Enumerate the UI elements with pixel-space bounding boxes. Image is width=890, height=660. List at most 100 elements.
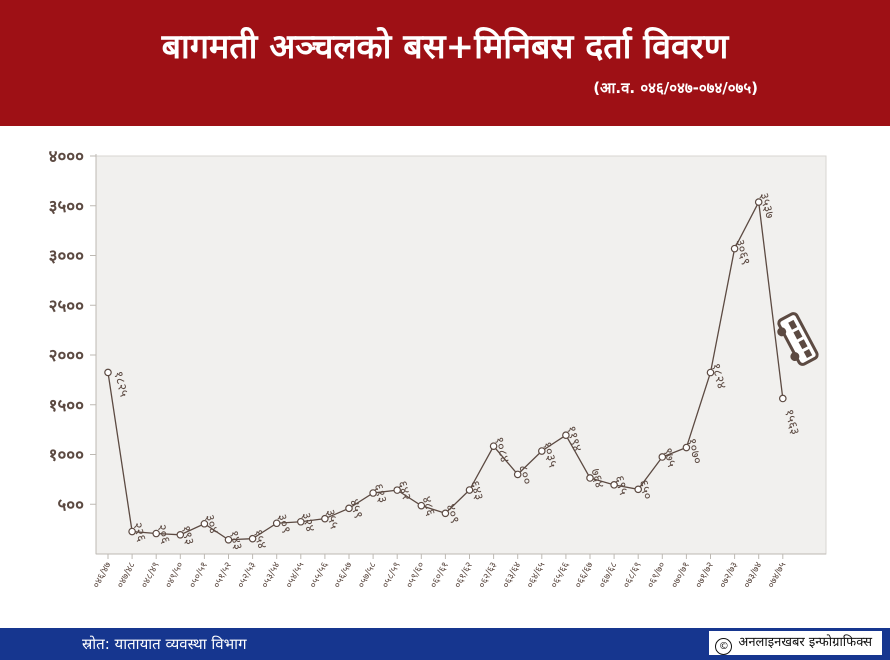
- data-point: [369, 489, 377, 497]
- data-label: १८२४: [709, 361, 730, 390]
- data-point: [417, 501, 426, 510]
- data-label: ११९४: [564, 424, 585, 453]
- x-tick-label: ०६५/६६: [549, 560, 572, 590]
- data-point: [682, 443, 691, 452]
- data-point: [152, 529, 161, 538]
- data-label: ३२४: [299, 511, 319, 534]
- x-tick-label: ०७२/७३: [717, 560, 740, 590]
- data-point: [248, 534, 257, 543]
- data-label: १८२५: [111, 369, 132, 398]
- data-label: ६९५: [612, 474, 632, 497]
- x-tick-label: ०५८/५९: [380, 560, 403, 590]
- data-point: [128, 527, 136, 536]
- y-tick-label: २०००: [49, 346, 85, 366]
- data-label: ४०९: [444, 502, 464, 525]
- data-label: १४३: [227, 529, 247, 552]
- data-label: १५४: [251, 528, 271, 551]
- x-tick-label: ०६९/७०: [645, 560, 668, 590]
- data-point: [658, 453, 667, 461]
- data-label: ३०४: [203, 513, 223, 536]
- x-tick-label: ०७१/७२: [693, 560, 716, 590]
- x-tick-label: ०५३/५४: [260, 560, 283, 590]
- x-tick-label: ०४९/५०: [163, 560, 186, 590]
- data-label: १९३: [178, 524, 198, 547]
- data-point: [489, 442, 498, 450]
- data-label: ३५५: [323, 508, 343, 531]
- data-label: ४८६: [419, 495, 439, 518]
- y-tick-label: ४०००: [49, 147, 85, 167]
- data-label: ४५९: [347, 497, 367, 520]
- data-point: [634, 485, 643, 494]
- data-label: १०८४: [492, 435, 513, 464]
- plot-area: [95, 155, 827, 555]
- data-points: [104, 198, 787, 544]
- data-label: ९७५: [660, 446, 680, 469]
- data-point: [706, 368, 715, 377]
- data-point: [537, 447, 546, 455]
- data-label: ३०९: [275, 512, 295, 535]
- x-tick-label: ०५२/५३: [235, 560, 258, 590]
- x-tick-label: ०६३/६४: [501, 560, 524, 590]
- data-point: [200, 519, 209, 528]
- x-tick-label: ०७३/७४: [742, 560, 765, 590]
- header-banner: बागमती अञ्चलको बस+मिनिबस दर्ता विवरण (आ.…: [0, 0, 890, 126]
- data-label: ३०६९: [733, 238, 754, 267]
- source-text: स्रोत: यातायात व्यवस्था विभाग: [82, 635, 247, 653]
- x-tick-label: ०५७/५८: [356, 560, 379, 590]
- y-axis-ticks: ५०० १००० १५०० २००० २५०० ३००० ३५०० ४०००: [49, 147, 96, 515]
- x-tick-label: ०५९/६०: [404, 560, 427, 590]
- data-point: [441, 509, 450, 518]
- x-tick-label: ०६२/६३: [476, 560, 499, 590]
- credit-badge: © अनलाइनखबर इन्फोग्राफिक्स: [709, 631, 882, 655]
- x-axis-ticks: ०४६/४७ ०४७/४८ ०४८/४९ ०४९/५० ०५०/५१ ०५१/५२ ०५२/…: [91, 554, 789, 590]
- x-tick-label: ०६४/६५: [525, 560, 548, 590]
- data-point: [176, 530, 185, 539]
- x-tick-label: ०६७/६८: [597, 560, 620, 590]
- copyright-icon: ©: [715, 638, 733, 655]
- x-tick-label: ०६६/६७: [573, 560, 596, 590]
- x-tick-label: ०५५/५६: [308, 560, 331, 590]
- x-tick-label: ०६१/६२: [452, 560, 475, 590]
- data-label: १०७०: [685, 436, 706, 465]
- data-point: [778, 394, 787, 403]
- data-point: [610, 481, 618, 489]
- data-point: [224, 535, 233, 544]
- y-tick-label: १५००: [49, 396, 85, 416]
- x-tick-label: ०७४/७५: [766, 560, 789, 590]
- data-label: ६५०: [636, 478, 656, 501]
- data-label: २०६: [154, 522, 174, 545]
- data-label: ६४२: [395, 479, 415, 502]
- data-label: २२६: [130, 520, 150, 543]
- x-tick-label: ०४६/४७: [91, 560, 114, 590]
- x-tick-label: ०७०/७१: [669, 560, 692, 590]
- data-point: [296, 517, 305, 526]
- data-point: [345, 504, 353, 513]
- data-point: [586, 474, 594, 482]
- data-label: १५६३: [782, 407, 803, 436]
- x-tick-label: ०६०/६१: [428, 560, 451, 590]
- page-title: बागमती अञ्चलको बस+मिनिबस दर्ता विवरण: [161, 27, 729, 67]
- y-tick-label: ३५००: [49, 197, 85, 217]
- data-point: [321, 514, 329, 523]
- y-tick-label: १०००: [49, 446, 85, 466]
- data-label: ३५३७: [757, 191, 778, 220]
- x-tick-label: ०५१/५२: [211, 560, 234, 590]
- x-tick-label: ०५०/५१: [187, 560, 210, 590]
- footer-bar: स्रोत: यातायात व्यवस्था विभाग © अनलाइनखबर…: [0, 628, 890, 660]
- credit-text: अनलाइनखबर इन्फोग्राफिक्स: [738, 635, 872, 650]
- x-tick-label: ०६८/६९: [621, 560, 644, 590]
- x-tick-label: ०५४/५५: [284, 560, 307, 590]
- data-point: [465, 486, 474, 494]
- data-point: [393, 486, 402, 494]
- x-tick-label: ०४७/४८: [115, 560, 138, 590]
- data-label: ७६४: [588, 467, 608, 490]
- bus-icon: [777, 312, 819, 366]
- data-point: [754, 198, 763, 206]
- data-point: [513, 470, 522, 479]
- data-point: [104, 368, 112, 377]
- data-label: ८००: [516, 463, 536, 486]
- data-label: ६१३: [371, 482, 391, 505]
- x-tick-label: ०४८/४९: [139, 560, 162, 590]
